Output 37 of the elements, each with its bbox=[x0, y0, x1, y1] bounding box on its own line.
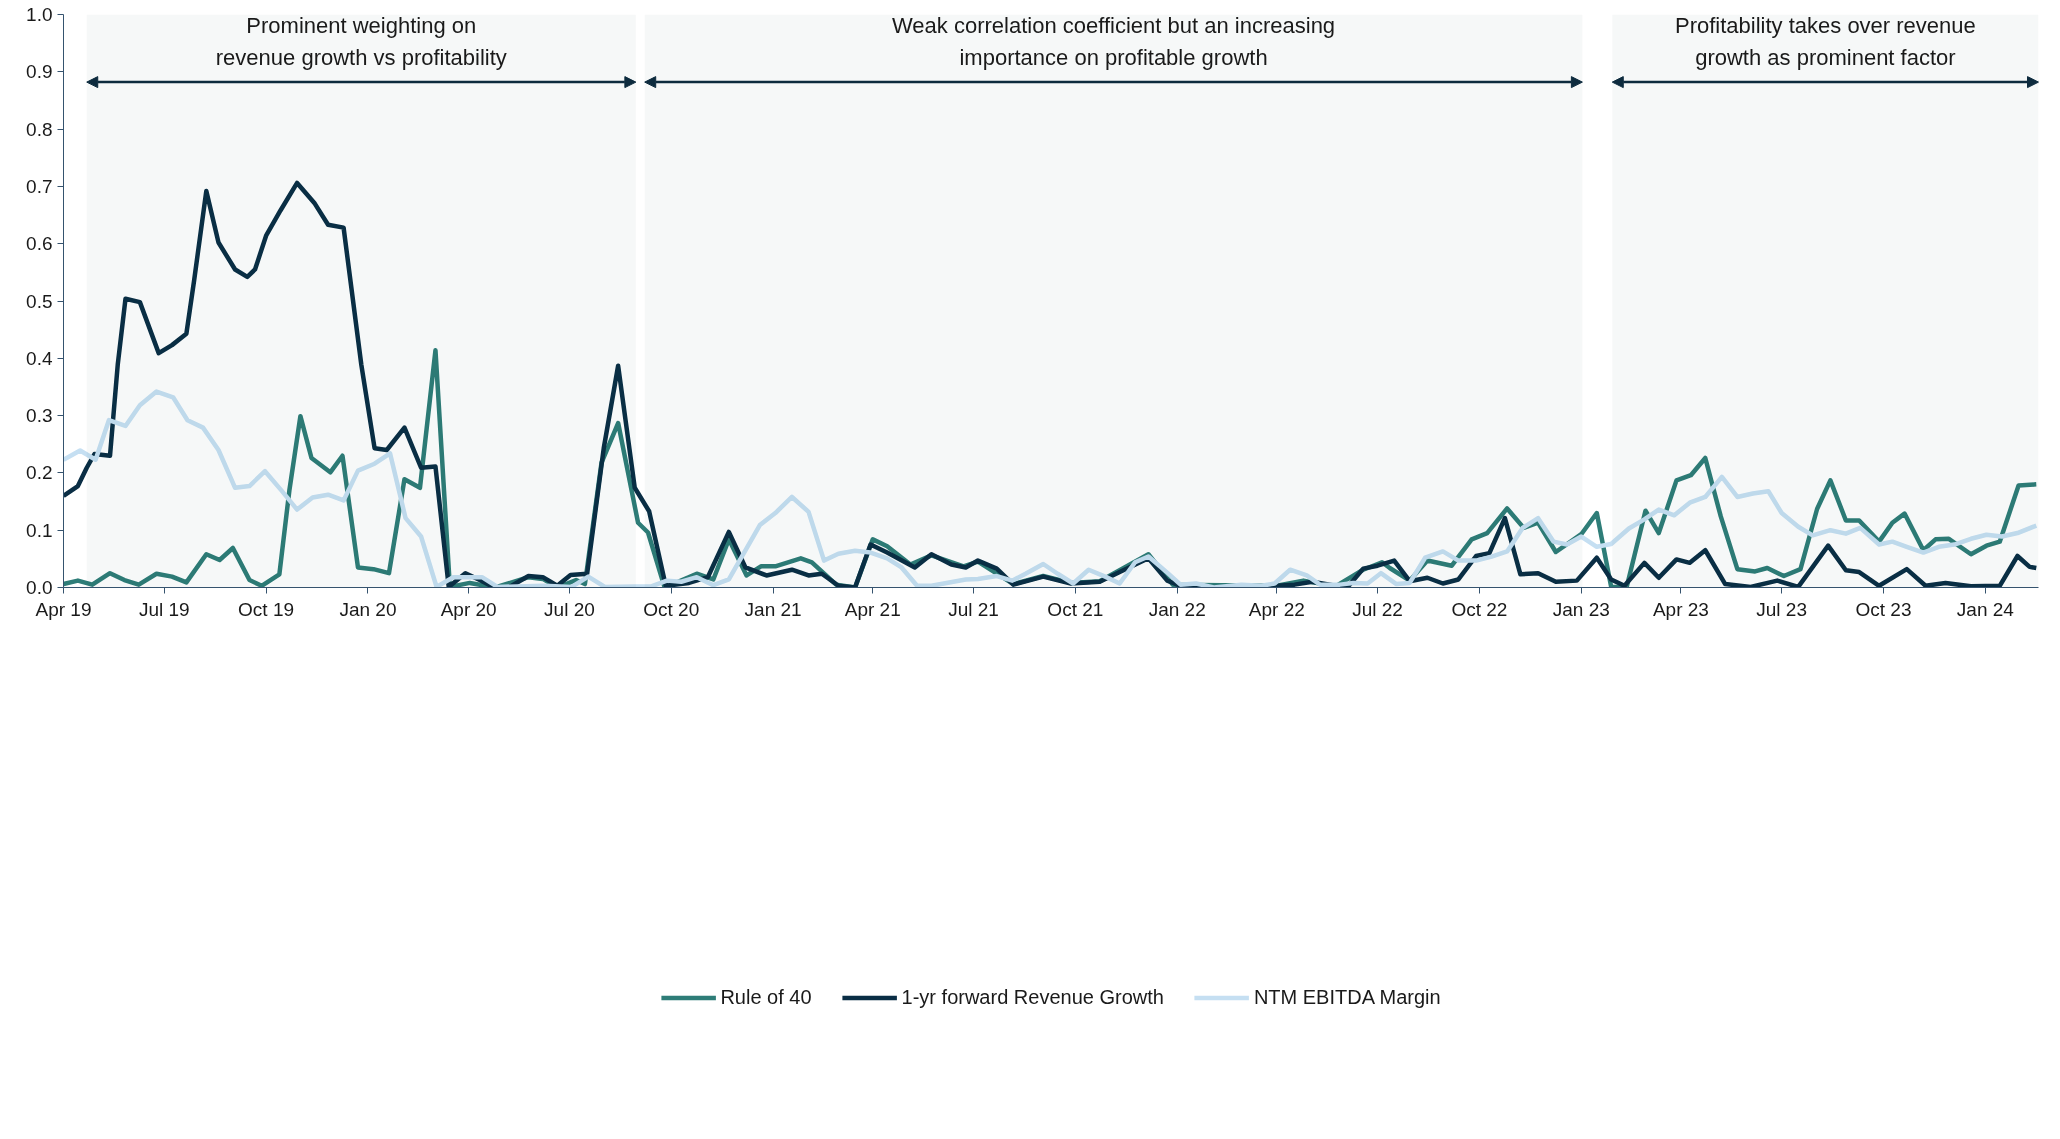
x-tick-label: Oct 20 bbox=[643, 598, 700, 620]
y-tick-label: 0.4 bbox=[26, 347, 53, 369]
x-tick-label: Jul 20 bbox=[544, 598, 595, 620]
x-tick-label: Jul 22 bbox=[1352, 598, 1403, 620]
x-tick-label: Jul 19 bbox=[138, 598, 190, 620]
x-tick-label: Jan 20 bbox=[339, 598, 397, 620]
x-tick-label: Oct 22 bbox=[1451, 598, 1508, 620]
y-tick-label: 1.0 bbox=[26, 4, 53, 25]
y-tick-label: 0.3 bbox=[26, 405, 53, 427]
x-tick-label: Apr 22 bbox=[1248, 598, 1305, 620]
x-tick-label: Jul 21 bbox=[948, 598, 999, 620]
y-tick-label: 0.7 bbox=[26, 175, 53, 197]
x-tick-label: Oct 21 bbox=[1047, 598, 1104, 620]
x-tick-label: Oct 19 bbox=[238, 598, 295, 620]
x-tick-label: Apr 20 bbox=[440, 598, 497, 620]
y-tick-label: 0.0 bbox=[26, 577, 53, 598]
x-tick-label: Apr 21 bbox=[844, 598, 901, 620]
x-tick-label: Apr 19 bbox=[35, 598, 92, 620]
y-tick-label: 0.5 bbox=[26, 290, 53, 312]
x-tick-label: Jan 21 bbox=[744, 598, 802, 620]
band-label: Profitability takes over revenue growth as prominent factor bbox=[1674, 13, 1976, 70]
x-tick-label: Oct 23 bbox=[1855, 598, 1912, 620]
y-tick-label: 0.2 bbox=[26, 462, 53, 484]
x-tick-label: Jan 22 bbox=[1148, 598, 1206, 620]
y-tick-label: 0.9 bbox=[26, 61, 53, 83]
x-tick-label: Jul 23 bbox=[1756, 598, 1808, 620]
legend-label: NTM EBITDA Margin bbox=[1253, 985, 1441, 1009]
legend-label: 1-yr forward Revenue Growth bbox=[901, 985, 1164, 1009]
legend-label: Rule of 40 bbox=[720, 985, 812, 1009]
band-label: Prominent weighting on revenue growth vs profitability bbox=[215, 13, 507, 70]
y-tick-label: 0.1 bbox=[26, 519, 53, 541]
y-tick-label: 0.6 bbox=[26, 233, 53, 255]
y-tick-label: 0.8 bbox=[26, 118, 53, 140]
band-label: Weak correlation coefficient but an increasing importance on profitable growth bbox=[892, 13, 1336, 70]
x-tick-label: Jan 23 bbox=[1552, 598, 1610, 620]
x-tick-label: Apr 23 bbox=[1652, 598, 1709, 620]
x-tick-label: Jan 24 bbox=[1956, 598, 2015, 620]
